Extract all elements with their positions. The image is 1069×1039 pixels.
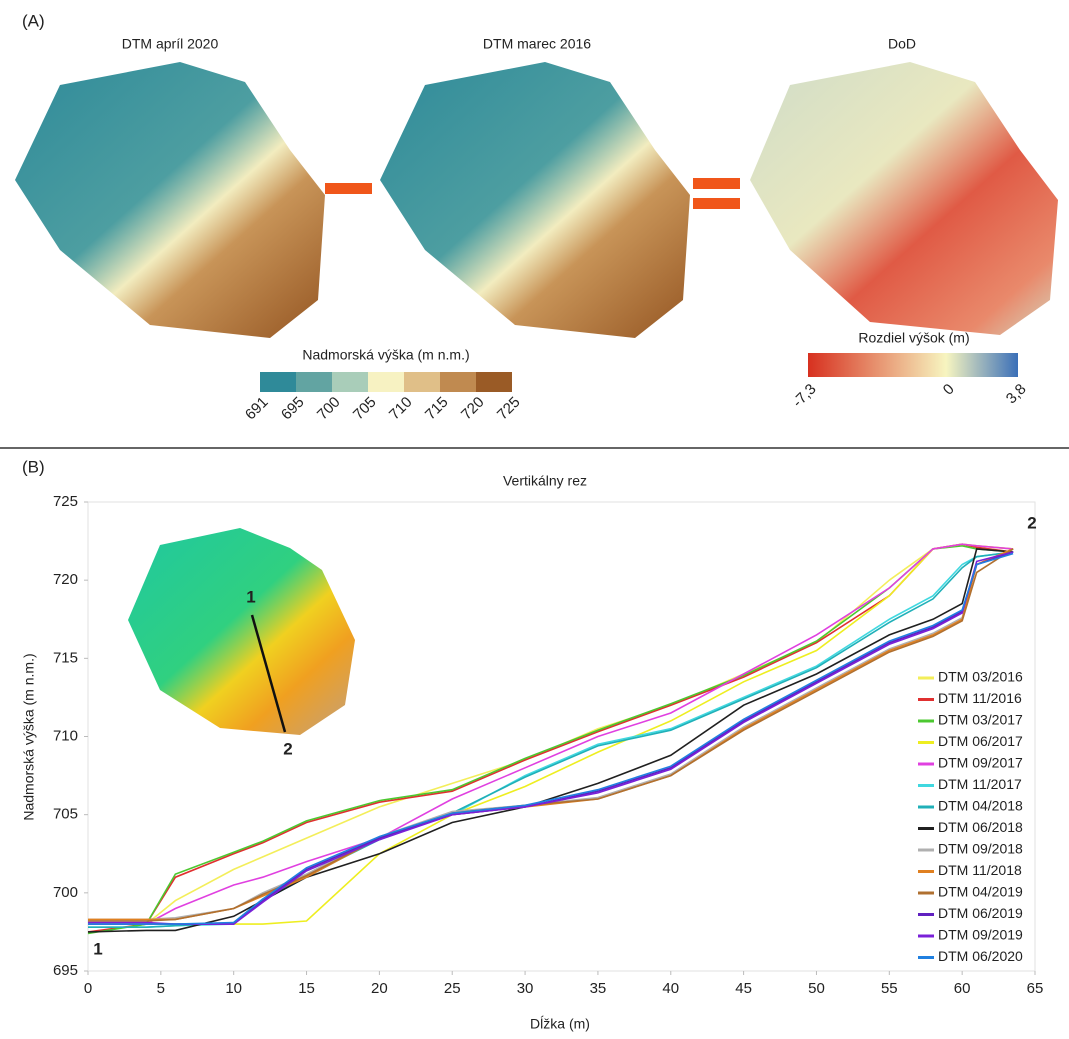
colorbar-class xyxy=(332,372,368,392)
legend-label: DTM 09/2017 xyxy=(938,755,1023,771)
legend-label: DTM 03/2017 xyxy=(938,712,1023,728)
colorbar-tick-label: 720 xyxy=(458,394,488,424)
colorbar-class xyxy=(368,372,404,392)
equals-sign xyxy=(693,198,740,209)
legend-label: DTM 06/2019 xyxy=(938,905,1023,921)
colorbar-class xyxy=(296,372,332,392)
y-tick-label: 710 xyxy=(53,727,78,744)
annotation: 2 xyxy=(1027,513,1036,532)
colorbar-tick-label: 710 xyxy=(386,394,416,424)
y-axis-label: Nadmorská výška (m n.m.) xyxy=(21,653,37,820)
map-image xyxy=(15,62,325,338)
panel-label: (A) xyxy=(22,11,45,30)
map-image xyxy=(750,62,1058,335)
colorbar-class xyxy=(260,372,296,392)
colorbar xyxy=(808,353,1018,377)
legend-label: DTM 11/2016 xyxy=(938,690,1022,706)
colorbar-tick-label: 695 xyxy=(278,394,308,424)
y-tick-label: 715 xyxy=(53,649,78,666)
x-tick-label: 25 xyxy=(444,980,461,997)
x-tick-label: 60 xyxy=(954,980,971,997)
y-tick-label: 700 xyxy=(53,884,78,901)
x-tick-label: 65 xyxy=(1027,980,1044,997)
y-tick-label: 725 xyxy=(53,493,78,510)
map-title: DTM apríl 2020 xyxy=(122,36,219,52)
x-tick-label: 15 xyxy=(298,980,315,997)
x-tick-label: 0 xyxy=(84,980,92,997)
colorbar-title: Nadmorská výška (m n.m.) xyxy=(302,347,469,363)
x-tick-label: 55 xyxy=(881,980,898,997)
y-tick-label: 720 xyxy=(53,571,78,588)
inset-map xyxy=(128,528,355,735)
x-axis-label: Dĺžka (m) xyxy=(530,1015,590,1032)
colorbar-tick-label: 0 xyxy=(940,381,958,399)
legend-label: DTM 04/2019 xyxy=(938,884,1023,900)
colorbar-tick-label: 715 xyxy=(422,394,452,424)
x-tick-label: 20 xyxy=(371,980,388,997)
annotation: 1 xyxy=(93,939,102,958)
x-tick-label: 10 xyxy=(225,980,242,997)
minus-sign xyxy=(325,183,372,194)
colorbar-tick-label: 3,8 xyxy=(1003,381,1030,408)
legend-label: DTM 04/2018 xyxy=(938,798,1023,814)
x-tick-label: 30 xyxy=(517,980,534,997)
chart-title: Vertikálny rez xyxy=(503,473,587,489)
panel-label: (B) xyxy=(22,457,45,476)
map-title: DTM marec 2016 xyxy=(483,36,591,52)
y-tick-label: 695 xyxy=(53,962,78,979)
legend-label: DTM 06/2018 xyxy=(938,819,1023,835)
x-tick-label: 35 xyxy=(590,980,607,997)
colorbar-class xyxy=(476,372,512,392)
legend-label: DTM 09/2019 xyxy=(938,927,1023,943)
map-image xyxy=(380,62,690,338)
inset-label: 2 xyxy=(283,739,292,758)
x-tick-label: 50 xyxy=(808,980,825,997)
legend-label: DTM 06/2017 xyxy=(938,733,1023,749)
legend-label: DTM 06/2020 xyxy=(938,948,1023,964)
colorbar-class xyxy=(404,372,440,392)
colorbar-tick-label: 725 xyxy=(494,394,524,424)
colorbar-tick-label: 691 xyxy=(242,394,272,424)
legend-label: DTM 11/2018 xyxy=(938,862,1022,878)
colorbar-title: Rozdiel výšok (m) xyxy=(858,330,969,346)
legend-label: DTM 03/2016 xyxy=(938,669,1023,685)
legend-label: DTM 11/2017 xyxy=(938,776,1022,792)
colorbar-class xyxy=(440,372,476,392)
y-tick-label: 705 xyxy=(53,806,78,823)
inset-label: 1 xyxy=(246,587,255,606)
map-title: DoD xyxy=(888,36,916,52)
colorbar-tick-label: -7,3 xyxy=(789,381,819,411)
equals-sign xyxy=(693,178,740,189)
colorbar-tick-label: 705 xyxy=(350,394,380,424)
x-tick-label: 40 xyxy=(662,980,679,997)
colorbar-tick-label: 700 xyxy=(314,394,344,424)
legend-label: DTM 09/2018 xyxy=(938,841,1023,857)
x-tick-label: 45 xyxy=(735,980,752,997)
x-tick-label: 5 xyxy=(157,980,165,997)
figure: (A) DTM apríl 2020 DTM marec 2016 DoD Na… xyxy=(0,0,1069,1039)
